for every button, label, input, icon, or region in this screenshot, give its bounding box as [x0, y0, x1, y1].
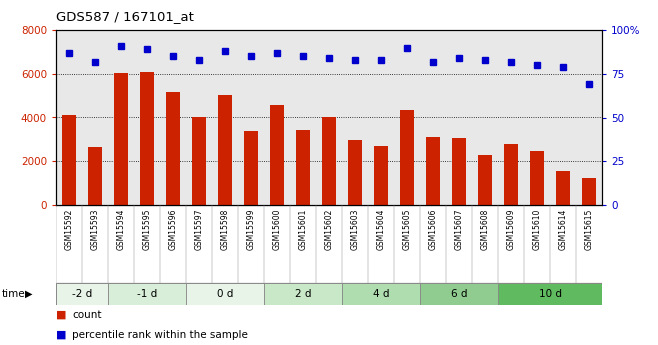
Text: percentile rank within the sample: percentile rank within the sample: [72, 330, 248, 340]
Bar: [88, 147, 102, 205]
Text: GSM15610: GSM15610: [532, 209, 542, 250]
Bar: [56, 283, 108, 305]
Bar: [108, 283, 186, 305]
Text: GSM15595: GSM15595: [142, 209, 151, 250]
Text: GSM15614: GSM15614: [559, 209, 568, 250]
Text: 10 d: 10 d: [538, 289, 561, 299]
Text: GSM15607: GSM15607: [455, 209, 463, 250]
Text: 6 d: 6 d: [451, 289, 467, 299]
Text: time: time: [2, 289, 26, 299]
Text: 4 d: 4 d: [373, 289, 390, 299]
Bar: [504, 144, 519, 205]
Bar: [498, 283, 602, 305]
Bar: [62, 115, 76, 205]
Bar: [342, 283, 420, 305]
Bar: [348, 140, 362, 205]
Text: 0 d: 0 d: [216, 289, 233, 299]
Text: GSM15597: GSM15597: [195, 209, 203, 250]
Bar: [296, 129, 310, 205]
Text: GSM15596: GSM15596: [168, 209, 178, 250]
Text: GSM15606: GSM15606: [428, 209, 438, 250]
Text: GSM15608: GSM15608: [480, 209, 490, 250]
Bar: [244, 131, 258, 205]
Text: -2 d: -2 d: [72, 289, 92, 299]
Bar: [166, 92, 180, 205]
Bar: [400, 110, 414, 205]
Text: GSM15600: GSM15600: [272, 209, 282, 250]
Bar: [420, 283, 498, 305]
Bar: [186, 283, 264, 305]
Bar: [426, 137, 440, 205]
Text: GSM15594: GSM15594: [116, 209, 126, 250]
Text: 2 d: 2 d: [295, 289, 311, 299]
Bar: [478, 155, 492, 205]
Text: ▶: ▶: [25, 289, 32, 299]
Bar: [264, 283, 342, 305]
Text: ■: ■: [56, 310, 66, 320]
Text: GSM15592: GSM15592: [64, 209, 74, 250]
Bar: [218, 95, 232, 205]
Text: GDS587 / 167101_at: GDS587 / 167101_at: [56, 10, 194, 23]
Bar: [374, 146, 388, 205]
Bar: [192, 118, 206, 205]
Text: GSM15593: GSM15593: [90, 209, 99, 250]
Text: GSM15598: GSM15598: [220, 209, 230, 250]
Bar: [270, 106, 284, 205]
Bar: [452, 138, 466, 205]
Text: GSM15615: GSM15615: [584, 209, 594, 250]
Bar: [139, 71, 154, 205]
Text: count: count: [72, 310, 102, 320]
Text: GSM15609: GSM15609: [507, 209, 516, 250]
Text: GSM15599: GSM15599: [247, 209, 255, 250]
Bar: [530, 151, 544, 205]
Text: GSM15602: GSM15602: [324, 209, 334, 250]
Bar: [114, 73, 128, 205]
Text: ■: ■: [56, 330, 66, 340]
Text: GSM15605: GSM15605: [403, 209, 411, 250]
Bar: [322, 118, 336, 205]
Text: GSM15603: GSM15603: [351, 209, 359, 250]
Text: -1 d: -1 d: [137, 289, 157, 299]
Text: GSM15601: GSM15601: [299, 209, 307, 250]
Bar: [582, 178, 596, 205]
Bar: [556, 171, 570, 205]
Text: GSM15604: GSM15604: [376, 209, 386, 250]
